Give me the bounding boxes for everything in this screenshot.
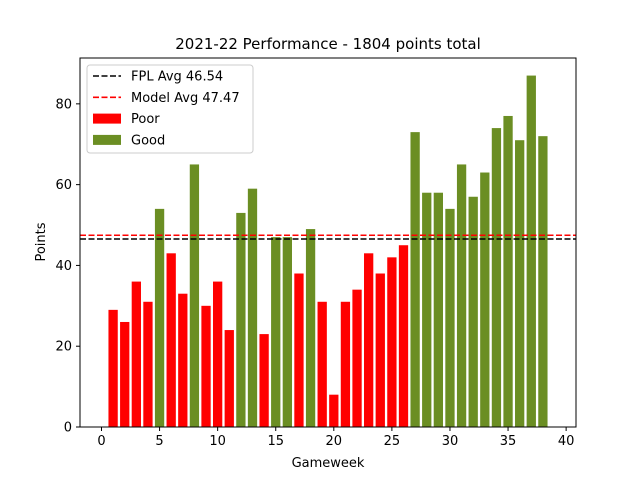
- bar-gameweek-30: [445, 208, 455, 427]
- bar-gameweek-18: [305, 229, 316, 427]
- y-axis-ticks: 0 20 40 60 80: [55, 97, 80, 436]
- bar-gameweek-20: [329, 394, 339, 427]
- legend-fpl-average: FPL Avg 46.54: [93, 70, 223, 85]
- legend-good: Good: [93, 133, 165, 148]
- x-tick-label: 15: [267, 434, 284, 449]
- bar-gameweek-12: [236, 212, 246, 427]
- bar-gameweek-4: [143, 301, 153, 427]
- bar-gameweek-35: [503, 115, 513, 427]
- legend-label: FPL Avg 46.54: [131, 70, 223, 85]
- legend-label: Model Avg 47.47: [131, 91, 240, 106]
- bar-gameweek-19: [317, 301, 327, 427]
- y-tick-label: 60: [55, 178, 72, 193]
- bar-gameweek-10: [213, 281, 223, 427]
- bar-gameweek-13: [247, 188, 258, 427]
- legend-color-swatch: [93, 134, 121, 145]
- bar-gameweek-3: [131, 281, 141, 427]
- bar-gameweek-15: [271, 237, 281, 427]
- bar-gameweek-27: [410, 132, 420, 427]
- bar-gameweek-33: [480, 172, 490, 427]
- bar-gameweek-16: [282, 237, 292, 427]
- legend-box: [86, 64, 254, 154]
- legend-label: Good: [131, 133, 165, 148]
- bars-layer: [108, 75, 548, 428]
- bar-gameweek-23: [364, 253, 374, 427]
- legend-color-swatch: [93, 113, 121, 124]
- bar-gameweek-37: [526, 75, 536, 428]
- x-tick-label: 5: [155, 434, 163, 449]
- bar-gameweek-32: [468, 196, 478, 427]
- bar-gameweek-1: [108, 309, 118, 427]
- bar-gameweek-28: [422, 192, 432, 427]
- bar-gameweek-38: [538, 136, 548, 427]
- x-tick-label: 40: [558, 434, 575, 449]
- legend-poor: Poor: [93, 112, 160, 127]
- bar-gameweek-6: [166, 253, 176, 427]
- legend: FPL Avg 46.54 Model Avg 47.47 Poor Good: [86, 64, 254, 154]
- x-tick-label: 10: [209, 434, 226, 449]
- y-tick-label: 80: [55, 97, 72, 112]
- plot-frame: [79, 57, 577, 428]
- y-axis-title: Points: [34, 222, 49, 261]
- bar-gameweek-25: [387, 257, 397, 427]
- bar-gameweek-9: [201, 305, 211, 427]
- chart-title: 2021-22 Performance - 1804 points total: [175, 35, 481, 53]
- bar-gameweek-7: [178, 293, 188, 427]
- bar-gameweek-11: [224, 330, 234, 427]
- bar-gameweek-29: [433, 192, 443, 427]
- reference-lines: [80, 234, 576, 240]
- legend-label: Poor: [131, 112, 160, 127]
- bar-gameweek-17: [294, 273, 304, 427]
- bar-gameweek-22: [352, 289, 362, 427]
- bar-gameweek-26: [398, 245, 409, 427]
- y-tick-label: 40: [55, 259, 72, 274]
- x-tick-label: 20: [326, 434, 343, 449]
- x-axis-title: Gameweek: [292, 456, 365, 471]
- x-tick-label: 0: [97, 434, 105, 449]
- bar-gameweek-8: [189, 164, 200, 428]
- bar-gameweek-5: [154, 208, 165, 427]
- x-tick-label: 25: [384, 434, 401, 449]
- bar-gameweek-36: [515, 140, 525, 427]
- bar-gameweek-21: [340, 301, 351, 427]
- legend-model-average: Model Avg 47.47: [93, 91, 240, 106]
- bar-gameweek-34: [491, 128, 502, 427]
- y-tick-label: 20: [55, 340, 72, 355]
- bar-gameweek-31: [456, 164, 467, 428]
- x-axis-ticks: 0 5 10 15 20 25 30 35 40: [97, 427, 574, 449]
- bar-gameweek-24: [375, 273, 385, 427]
- x-tick-label: 30: [442, 434, 459, 449]
- x-tick-label: 35: [500, 434, 517, 449]
- bar-gameweek-2: [120, 321, 130, 427]
- y-tick-label: 0: [64, 421, 72, 436]
- bar-gameweek-14: [259, 334, 269, 427]
